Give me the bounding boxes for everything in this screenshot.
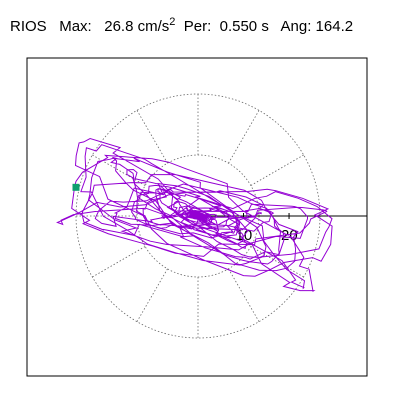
grid-spoke <box>228 268 260 322</box>
grid-spoke <box>92 246 146 278</box>
plot-frame <box>26 57 368 377</box>
period-unit: s <box>261 18 269 35</box>
period-label: Per: <box>183 18 212 35</box>
angle-label: Ang: <box>280 18 312 35</box>
max-unit: cm/s <box>137 18 170 35</box>
station-name: RIOS <box>10 18 47 35</box>
max-value: 26.8 <box>104 18 134 35</box>
angle-value: 164.2 <box>315 18 354 35</box>
grid-spoke <box>136 110 168 164</box>
grid-spoke <box>228 110 260 164</box>
grid-spoke <box>250 154 304 186</box>
orbit-trace <box>56 137 333 293</box>
max-unit-exponent: 2 <box>169 16 176 28</box>
chart-header: RIOS Max: 26.8 cm/s2 Per: 0.550 s Ang: 1… <box>10 16 353 35</box>
peak-marker <box>72 183 80 191</box>
grid-spoke <box>136 268 168 322</box>
radial-tick-label: 20 <box>281 227 298 244</box>
max-label: Max: <box>59 18 92 35</box>
period-value: 0.550 <box>219 18 258 35</box>
